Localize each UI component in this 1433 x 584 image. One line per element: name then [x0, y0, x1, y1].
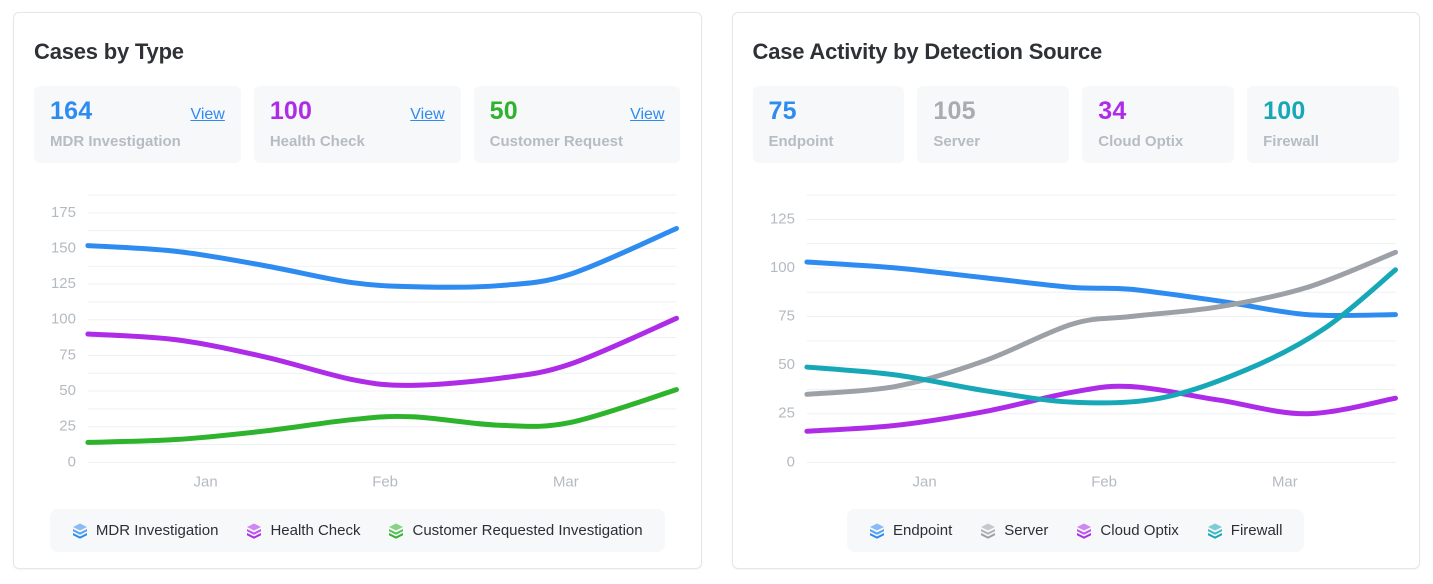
stat-box: 50 View Customer Request — [473, 86, 681, 163]
stat-top: 164 View — [50, 97, 225, 126]
cases-by-type-legend-row: MDR Investigation Health Check Customer Re… — [34, 509, 681, 554]
case-activity-legend: Endpoint Server Cloud Optix Firewall — [847, 509, 1305, 552]
legend-item[interactable]: Endpoint — [869, 522, 952, 539]
legend-item[interactable]: Health Check — [246, 522, 360, 539]
y-tick-label: 25 — [59, 418, 76, 435]
view-link[interactable]: View — [190, 106, 225, 123]
cases-by-type-chart: 0 25 50 75 100 125 150 175 Jan Feb Mar — [34, 187, 681, 490]
stat-label: Firewall — [1263, 133, 1319, 150]
y-tick-label: 50 — [778, 356, 795, 373]
stat-box: 100 View Health Check — [253, 86, 461, 163]
cases-by-type-card: Cases by Type 164 View MDR Investigation 10… — [13, 12, 702, 569]
stat-box: 105 Server — [917, 86, 1070, 163]
stat-top: 100 — [1263, 97, 1383, 126]
legend-label: Customer Requested Investigation — [412, 522, 643, 539]
stat-label: Customer Request — [489, 133, 624, 150]
y-tick-label: 75 — [778, 307, 795, 324]
y-tick-label: 25 — [778, 405, 795, 422]
legend-item[interactable]: MDR Investigation — [72, 522, 219, 539]
case-activity-card: Case Activity by Detection Source 75 Endp… — [731, 12, 1420, 569]
stat-label: MDR Investigation — [50, 133, 181, 150]
cases-by-type-title: Cases by Type — [34, 39, 184, 64]
y-tick-label: 100 — [769, 259, 794, 276]
y-tick-label: 150 — [51, 239, 76, 256]
x-tick-label: Mar — [1271, 473, 1297, 490]
x-tick-label: Jan — [194, 473, 218, 490]
series-line — [85, 315, 679, 388]
series-layers-icon — [72, 523, 87, 539]
line-chart-svg: 0 25 50 75 100 125 150 175 Jan Feb Mar — [51, 194, 679, 490]
view-link[interactable]: View — [630, 106, 665, 123]
stat-top: 50 View — [490, 97, 665, 126]
series-line — [85, 387, 679, 445]
y-tick-label: 125 — [769, 210, 794, 227]
x-tick-label: Jan — [912, 473, 936, 490]
stat-value: 100 — [269, 97, 313, 125]
stat-top: 100 View — [270, 97, 445, 126]
legend-label: Cloud Optix — [1100, 522, 1179, 539]
stat-top: 105 — [933, 97, 1053, 126]
legend-label: Endpoint — [893, 522, 953, 539]
series-line — [85, 226, 679, 290]
stat-value: 50 — [489, 97, 518, 125]
y-tick-label: 50 — [59, 382, 76, 399]
legend-label: Health Check — [270, 522, 361, 539]
legend-item[interactable]: Firewall — [1207, 522, 1283, 539]
series-layers-icon — [1077, 523, 1092, 539]
series-layers-icon — [1207, 523, 1222, 539]
stat-box: 34 Cloud Optix — [1082, 86, 1235, 163]
y-tick-label: 175 — [51, 204, 76, 221]
y-tick-label: 125 — [51, 275, 76, 292]
stat-box: 100 Firewall — [1247, 86, 1399, 163]
stat-box: 75 Endpoint — [752, 86, 905, 163]
stat-top: 34 — [1098, 97, 1218, 126]
case-activity-stats-row: 75 Endpoint 105 Server 34 Cloud Optix 100 Firew… — [752, 86, 1399, 163]
legend-item[interactable]: Cloud Optix — [1076, 522, 1179, 539]
stat-value: 105 — [933, 97, 976, 125]
stat-label: Server — [933, 133, 981, 150]
gridlines — [87, 194, 677, 463]
x-tick-label: Feb — [1091, 473, 1117, 490]
y-tick-label: 0 — [786, 453, 794, 470]
series-layers-icon — [247, 523, 262, 539]
series-layers-icon — [389, 523, 404, 539]
series-line — [803, 267, 1398, 406]
stat-top: 75 — [769, 97, 889, 126]
gridlines — [806, 194, 1395, 463]
cases-by-type-stats-row: 164 View MDR Investigation 100 View Health Ch… — [34, 86, 681, 163]
case-activity-title: Case Activity by Detection Source — [752, 39, 1103, 64]
case-activity-legend-row: Endpoint Server Cloud Optix Firewall — [753, 509, 1400, 554]
y-tick-label: 100 — [51, 311, 76, 328]
stat-value: 34 — [1098, 97, 1127, 125]
x-tick-label: Feb — [372, 473, 398, 490]
series-line — [803, 249, 1398, 397]
x-tick-label: Mar — [553, 473, 579, 490]
series-line — [803, 383, 1398, 434]
stat-value: 164 — [50, 97, 93, 125]
series-layers-icon — [870, 523, 885, 539]
legend-item[interactable]: Customer Requested Investigation — [388, 522, 643, 539]
stat-box: 164 View MDR Investigation — [34, 86, 241, 163]
y-tick-label: 0 — [68, 453, 76, 470]
case-activity-chart: 0 25 50 75 100 125 Jan Feb Mar — [753, 187, 1400, 490]
line-chart-svg: 0 25 50 75 100 125 Jan Feb Mar — [769, 194, 1398, 490]
stat-value: 75 — [768, 97, 797, 125]
legend-label: Server — [1004, 522, 1049, 539]
cases-by-type-legend: MDR Investigation Health Check Customer Re… — [49, 509, 665, 552]
y-tick-label: 75 — [59, 346, 76, 363]
legend-item[interactable]: Server — [980, 522, 1048, 539]
stat-label: Cloud Optix — [1098, 133, 1184, 150]
stat-value: 100 — [1263, 97, 1306, 125]
legend-label: MDR Investigation — [95, 522, 219, 539]
stat-label: Endpoint — [768, 133, 834, 150]
view-link[interactable]: View — [410, 106, 445, 123]
stat-label: Health Check — [269, 133, 365, 150]
series-line — [803, 259, 1398, 319]
series-layers-icon — [981, 523, 996, 539]
legend-label: Firewall — [1230, 522, 1283, 539]
